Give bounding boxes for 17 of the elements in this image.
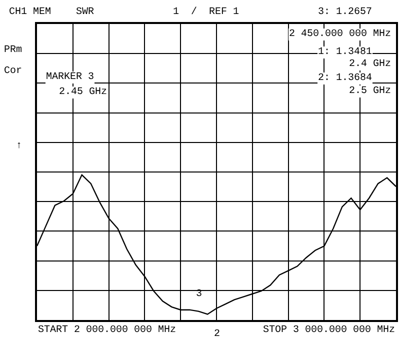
text: STOP 3 000.000 000 MHz xyxy=(263,325,396,336)
text: CH1 MEM xyxy=(9,7,52,18)
text: MARKER 3 xyxy=(46,72,94,83)
text: 2.4 GHz xyxy=(349,59,392,70)
text: 2.5 GHz xyxy=(349,86,392,97)
text: Cor xyxy=(4,66,22,77)
text: 2 xyxy=(214,329,220,340)
text: START 2 000.000 000 MHz xyxy=(38,325,176,336)
text: 2 450.000 000 MHz xyxy=(289,29,392,40)
text: 1: 1.3481 xyxy=(318,47,372,58)
text: PRm xyxy=(4,45,22,56)
text: 3: 1.2657 xyxy=(318,7,372,18)
text: 2.45 GHz xyxy=(59,87,108,98)
text: ↑ xyxy=(16,141,22,152)
text: 1 / REF 1 xyxy=(173,6,240,18)
text: SWR xyxy=(76,7,94,18)
text: 2: 1.3684 xyxy=(318,73,372,84)
